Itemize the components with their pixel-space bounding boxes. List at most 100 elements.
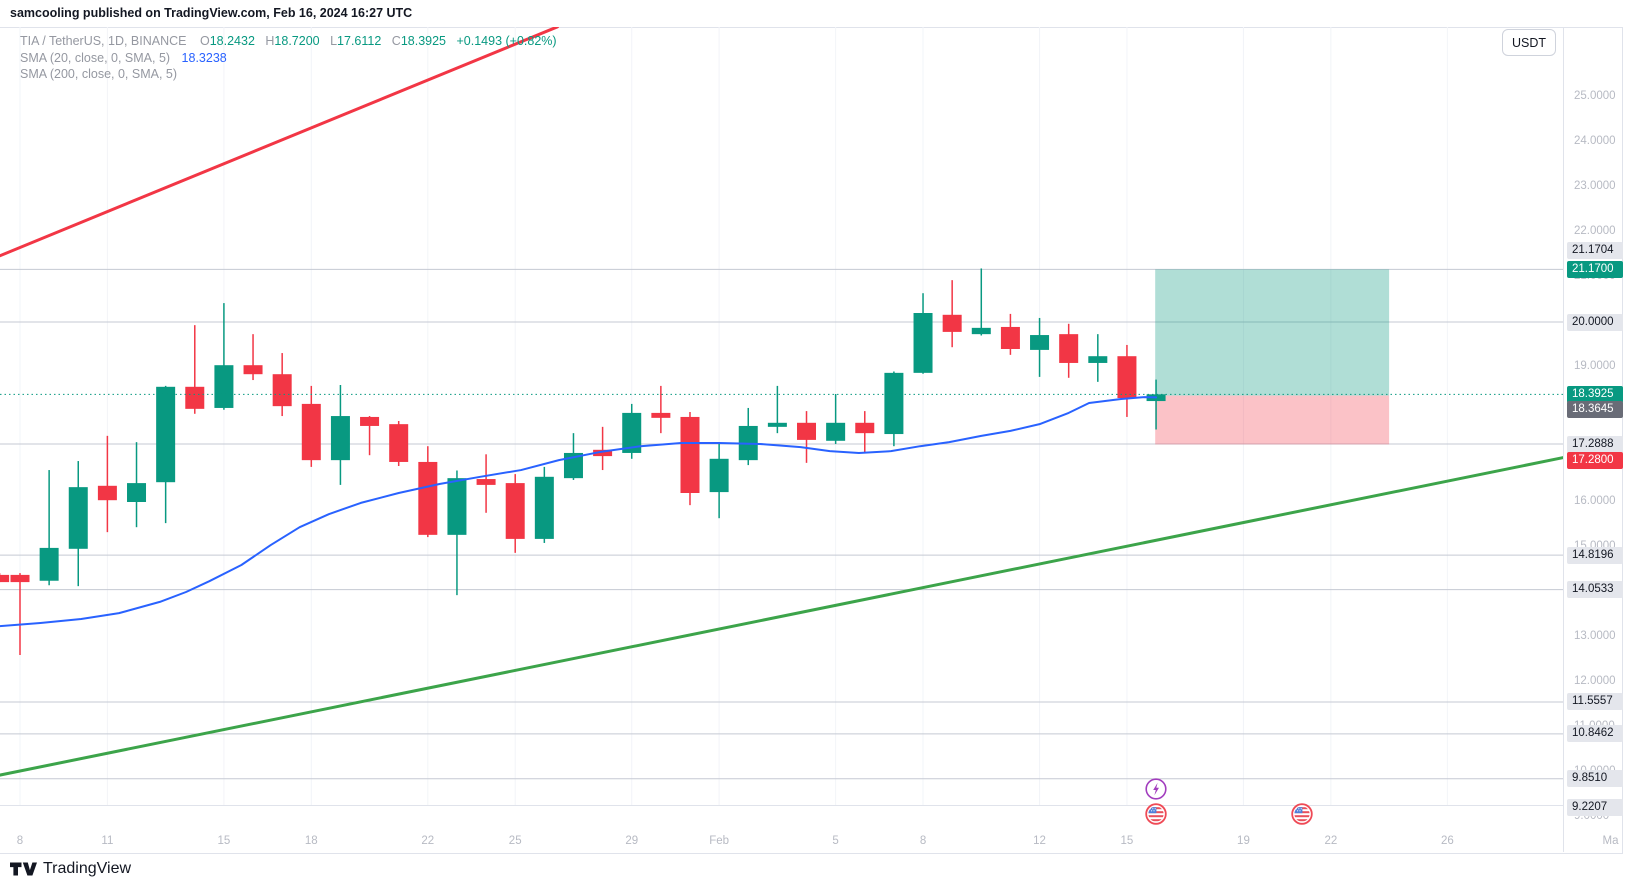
- currency-toggle-button[interactable]: USDT: [1502, 29, 1556, 56]
- candle-body: [797, 422, 817, 440]
- change-value: +0.1493 (+0.82%): [456, 34, 557, 48]
- time-axis-label: 22: [421, 835, 435, 847]
- legend-sma20-row[interactable]: SMA (20, close, 0, SMA, 5) 18.3238: [20, 50, 564, 67]
- time-axis-label: Ma: [1602, 835, 1619, 847]
- candle-body: [301, 403, 321, 461]
- candle-body: [389, 424, 409, 462]
- candle-body: [855, 422, 875, 434]
- price-axis-label: 16.0000: [1574, 495, 1616, 507]
- candle-body: [68, 487, 88, 549]
- sma200-label: SMA (200, close, 0, SMA, 5): [20, 67, 178, 81]
- time-axis-label: 5: [832, 835, 839, 847]
- price-badge-dark: 18.3645: [1567, 401, 1623, 419]
- candle-body: [1030, 335, 1050, 350]
- support-trendline[interactable]: [0, 456, 1563, 777]
- close-value: 18.3925: [400, 34, 447, 48]
- candle-body: [272, 374, 292, 407]
- candle-body: [826, 422, 846, 441]
- candle-body: [942, 314, 962, 332]
- price-badge-gray: 20.0000: [1567, 313, 1623, 331]
- high-value: 18.7200: [274, 34, 320, 48]
- tradingview-logo-icon: [10, 862, 37, 876]
- candle-body: [360, 416, 380, 426]
- time-axis-label: 22: [1324, 835, 1338, 847]
- flash-event-icon[interactable]: [1145, 778, 1167, 800]
- tradingview-logo[interactable]: TradingView: [10, 860, 131, 878]
- price-badge-gray: 17.2888: [1567, 435, 1623, 453]
- tradingview-logo-text: TradingView: [43, 860, 132, 877]
- price-badge-gray: 14.0533: [1567, 581, 1623, 599]
- time-axis-label: 15: [1120, 835, 1134, 847]
- price-axis-label: 13.0000: [1574, 630, 1616, 642]
- long-position-profit-zone[interactable]: [1155, 269, 1390, 396]
- price-axis-label: 12.0000: [1574, 675, 1616, 687]
- candle-body: [680, 416, 700, 493]
- time-axis-label: 25: [508, 835, 522, 847]
- price-badge-green: 18.3925: [1567, 385, 1623, 403]
- price-badge-red: 17.2800: [1567, 451, 1623, 469]
- candle-body: [447, 478, 467, 535]
- price-axis-label: 25.0000: [1574, 90, 1616, 102]
- candle-body: [127, 483, 147, 502]
- long-position-loss-zone[interactable]: [1155, 395, 1390, 445]
- low-label: L: [330, 34, 338, 48]
- us-economic-event-icon[interactable]: [1145, 803, 1167, 825]
- legend-symbol-row[interactable]: TIA / TetherUS, 1D, BINANCE O18.2432 H18…: [20, 33, 564, 50]
- price-badge-gray: 14.8196: [1567, 546, 1623, 564]
- time-axis-label: 29: [625, 835, 639, 847]
- symbol-title: TIA / TetherUS, 1D, BINANCE: [20, 34, 187, 48]
- candle-body: [622, 412, 642, 453]
- candle-body: [1059, 334, 1079, 363]
- candle-body: [505, 483, 525, 539]
- candle-body: [709, 458, 729, 493]
- chart-legend: TIA / TetherUS, 1D, BINANCE O18.2432 H18…: [20, 33, 564, 83]
- time-axis[interactable]: 8 11 15 18 22 25 29 Feb 5 8 12 15 19 22 26 Ma: [0, 805, 1618, 853]
- price-badge-gray: 9.2207: [1567, 798, 1623, 816]
- candle-body: [651, 412, 671, 418]
- time-axis-label: 8: [919, 835, 927, 847]
- open-label: O: [199, 34, 210, 48]
- sma20-line[interactable]: [0, 396, 1158, 628]
- price-badge-gray: 11.5557: [1567, 693, 1623, 711]
- high-label: H: [265, 34, 275, 48]
- candle-body: [10, 574, 30, 583]
- price-axis-label: 19.0000: [1574, 360, 1616, 372]
- candle-body: [243, 365, 263, 375]
- price-badge-green: 21.1700: [1567, 260, 1623, 278]
- candle-body: [39, 547, 59, 581]
- candle-body: [767, 422, 787, 427]
- candle-body: [0, 574, 10, 583]
- price-axis-label: 24.0000: [1574, 135, 1616, 147]
- time-axis-label: 12: [1033, 835, 1046, 847]
- time-axis-label: 15: [217, 835, 231, 847]
- candle-body: [534, 476, 554, 539]
- candle-body: [1117, 356, 1137, 399]
- price-badge-gray: 10.8462: [1567, 725, 1623, 743]
- candle-body: [156, 386, 176, 483]
- price-axis-label: 22.0000: [1574, 225, 1616, 237]
- time-axis-label: 26: [1440, 835, 1454, 847]
- us-economic-event-icon[interactable]: [1291, 803, 1313, 825]
- open-value: 18.2432: [209, 34, 255, 48]
- price-badge-gray: 9.8510: [1567, 770, 1623, 788]
- candle-body: [330, 416, 350, 461]
- legend-sma200-row[interactable]: SMA (200, close, 0, SMA, 5): [20, 66, 564, 83]
- time-axis-label: Feb: [709, 835, 730, 847]
- candle-body: [214, 365, 234, 408]
- candle-body: [593, 449, 613, 457]
- time-axis-label: 11: [101, 835, 114, 847]
- price-badge-gray: 21.1704: [1567, 241, 1623, 259]
- resistance-trendline[interactable]: [0, 27, 559, 258]
- candle-body: [476, 479, 496, 485]
- sma20-value: 18.3238: [181, 50, 227, 65]
- low-value: 17.6112: [337, 34, 382, 48]
- chart-pane[interactable]: [0, 27, 1563, 805]
- publish-note: samcooling published on TradingView.com,…: [10, 6, 413, 20]
- time-axis-label: 8: [16, 835, 24, 847]
- sma20-label: SMA (20, close, 0, SMA, 5): [20, 50, 171, 65]
- candle-body: [884, 372, 904, 435]
- close-label: C: [391, 34, 401, 48]
- candle-body: [1000, 326, 1020, 349]
- price-axis[interactable]: 25.000024.000023.000022.000021.000019.00…: [1563, 27, 1623, 852]
